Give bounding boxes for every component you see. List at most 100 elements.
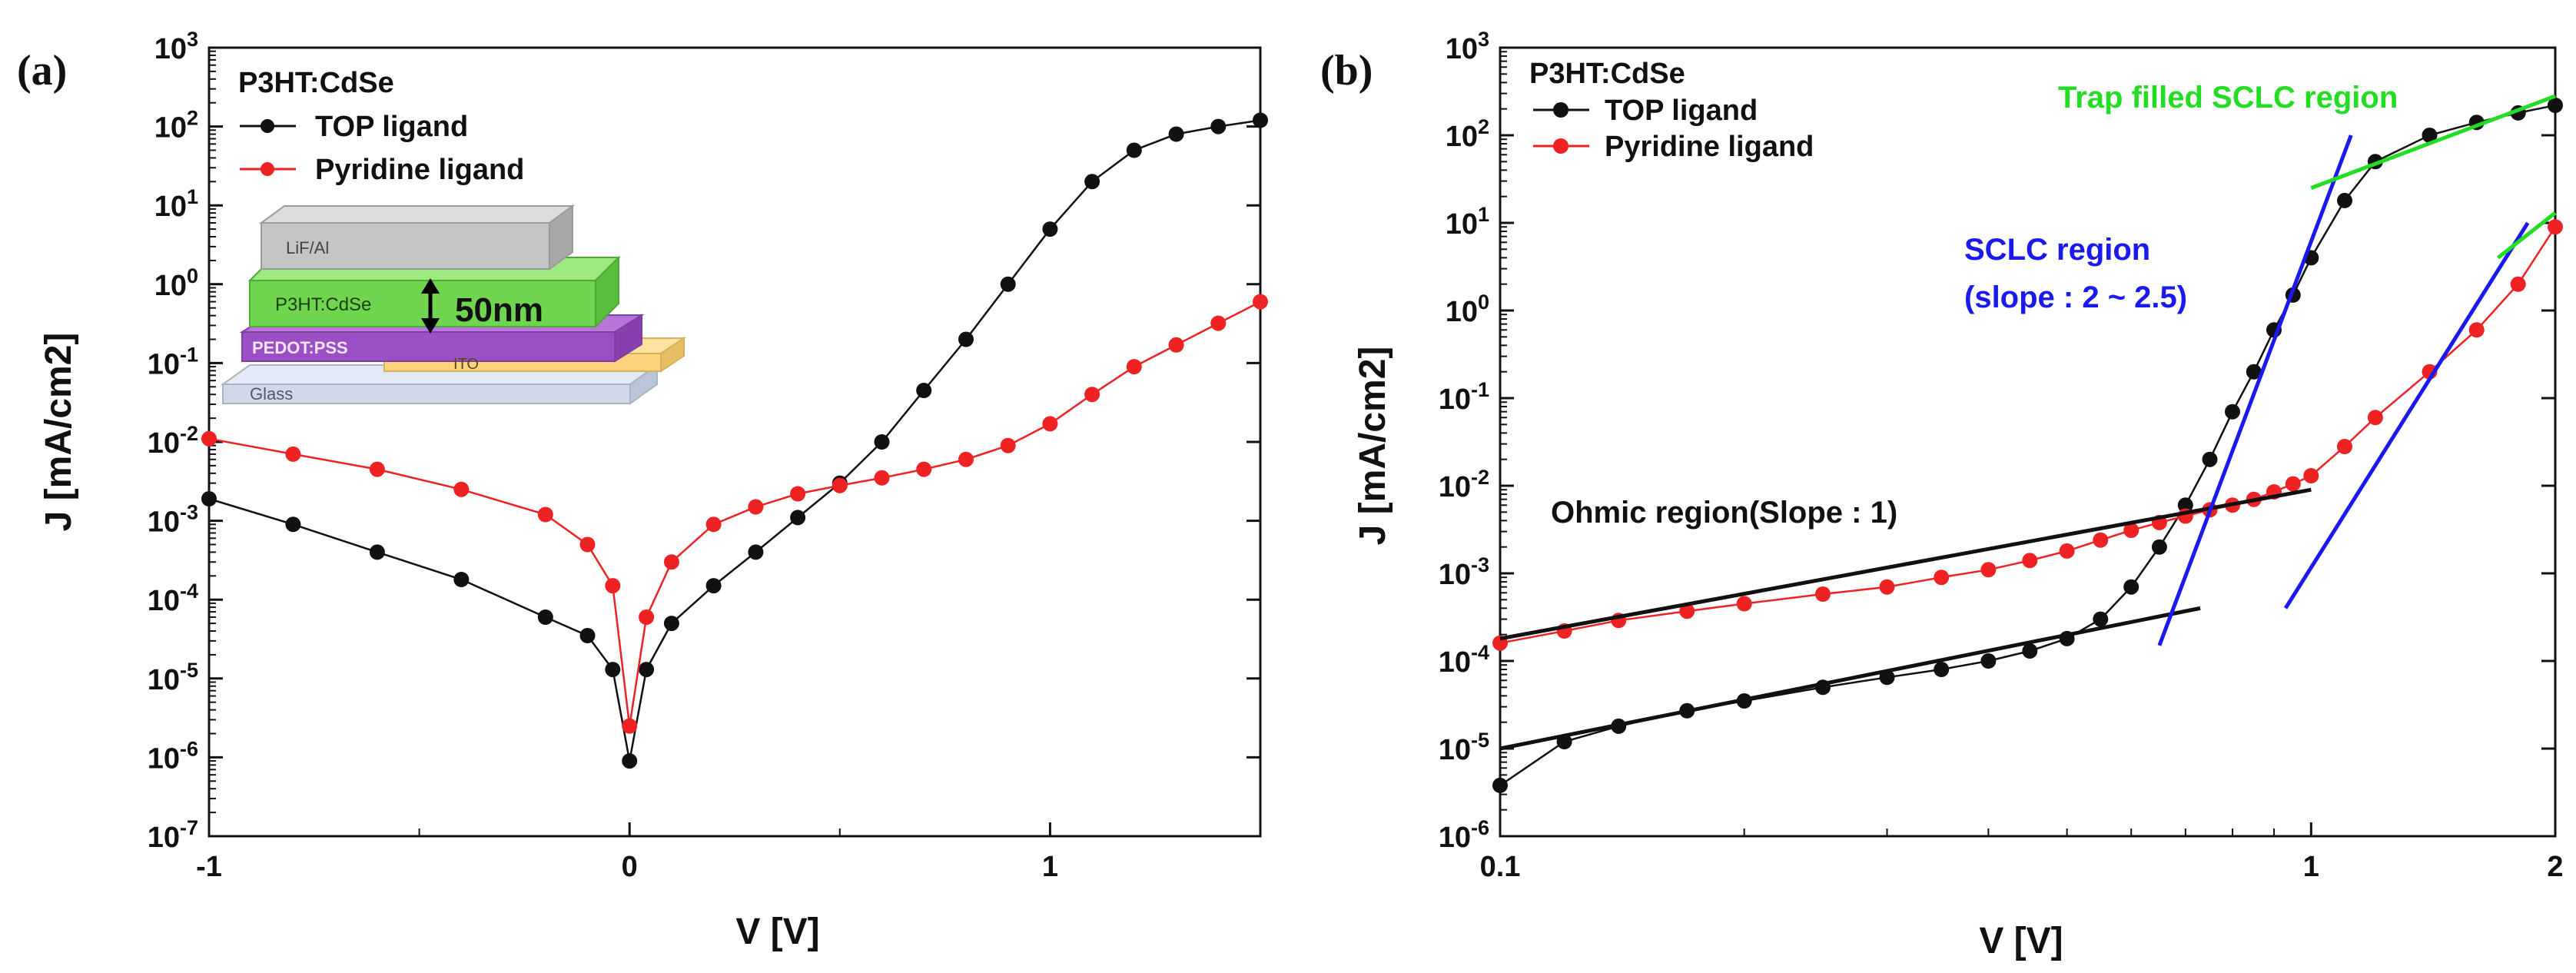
panel-b-series-0-point	[1492, 777, 1508, 793]
panel-b-series-0-point	[2123, 579, 2139, 595]
panel-a-series-0-point	[1253, 112, 1268, 128]
panel-b-fit-line	[2157, 134, 2353, 646]
panel-a-series-1-point	[874, 470, 890, 486]
panel-b-series-0-point	[2246, 364, 2262, 380]
device-structure-inset: LiF/Al P3HT:CdSe PEDOT:PSS ITO Glass 50n…	[220, 204, 687, 405]
panel-a-series-0-point	[369, 544, 385, 560]
panel-b-series-1-point	[2093, 532, 2109, 548]
panel-b-series-0-point	[2022, 643, 2038, 659]
panel-b-y-tick-label: 10-5	[1439, 729, 1489, 766]
panel-a-legend: P3HT:CdSe TOP ligand Pyridine ligand	[238, 67, 524, 186]
panel-a-series-0-point	[705, 578, 722, 594]
panel-b-series-1-point	[2367, 410, 2383, 426]
panel-a-y-tick-label: 101	[154, 185, 198, 223]
panel-a-series-0-point	[1000, 276, 1016, 292]
panel-a-series-0-point	[916, 383, 932, 398]
panel-a-series-1-point	[663, 554, 679, 570]
panel-a-series-1-point	[639, 609, 655, 625]
panel-b-series-1-point	[1980, 562, 1997, 578]
panel-a-label: (a)	[17, 47, 67, 95]
panel-a-series-1-point	[537, 506, 553, 523]
panel-a-series-0-point	[639, 662, 655, 678]
panel-a-series-0-point	[1084, 174, 1100, 190]
panel-b-series-1-point	[2123, 523, 2139, 538]
panel-a-y-tick-label: 10-1	[148, 343, 198, 380]
active-layer-side	[595, 255, 619, 329]
panel-a-y-tick-label: 10-3	[148, 501, 198, 539]
panel-a-series-1-point	[1253, 294, 1268, 310]
panel-b-fit-line	[1499, 606, 2201, 751]
thickness-arrow-down-icon	[421, 318, 440, 334]
panel-a-series-0-point	[1126, 142, 1142, 158]
panel-b-series-1-point	[1815, 586, 1831, 602]
panel-b-legend-title: P3HT:CdSe	[1529, 58, 1685, 90]
panel-a-series-0-point	[285, 516, 301, 533]
panel-b-x-tick-label: 0.1	[1480, 851, 1521, 883]
panel-a-series-1-point	[453, 481, 470, 497]
panel-b-series-0-point	[2151, 539, 2167, 555]
panel-b-label: (b)	[1320, 47, 1373, 95]
panel-a-y-axis-label: J [mA/cm2]	[38, 333, 79, 532]
panel-a-series-1-point	[1126, 359, 1142, 375]
panel-a-y-tick-label: 10-2	[148, 422, 198, 460]
panel-a-series-0-point	[1042, 221, 1058, 237]
panel-b-series-0-point	[2093, 611, 2109, 627]
panel-b-y-tick-label: 10-6	[1439, 816, 1489, 854]
panel-b-series-1-point	[2059, 543, 2075, 559]
panel-b-fit-line	[1499, 487, 2312, 641]
panel-b-y-tick-label: 100	[1446, 291, 1489, 328]
panel-a-series-0-point	[748, 544, 764, 560]
panel-a-x-tick-label: 0	[622, 851, 638, 883]
ito-layer-side	[660, 337, 685, 373]
ito-layer-label: ITO	[453, 356, 479, 373]
panel-a-series-0-point	[1168, 126, 1184, 142]
panel-b-fit-line	[2310, 94, 2556, 190]
panel-a-plot-area: 10-710-610-510-410-310-210-1100101102103…	[148, 28, 1268, 883]
panel-b-series-0-point	[2202, 451, 2218, 467]
panel-a-legend-title: P3HT:CdSe	[238, 67, 394, 99]
panel-b-y-tick-label: 10-3	[1439, 553, 1489, 591]
panel-b-series-1-point	[1736, 596, 1752, 612]
panel-b-plot-frame	[1499, 46, 2557, 838]
panel-b-series-0-point	[2548, 98, 2563, 113]
panel-b-series-1-point	[2303, 468, 2319, 483]
panel-a-series-1-point	[790, 486, 806, 502]
panel-b-y-tick-label: 103	[1446, 28, 1489, 65]
panel-a-series-0-point	[1210, 118, 1227, 134]
panel-a: (a) V [V] J [mA/cm2] 10-710-610-510-410-…	[17, 28, 1268, 952]
panel-a-series-1-point	[1042, 416, 1058, 432]
panel-a-x-tick-label: -1	[196, 851, 222, 883]
active-layer-label: P3HT:CdSe	[275, 294, 371, 315]
panel-b-series-1-point	[2548, 219, 2563, 235]
panel-a-legend-pyridine-marker	[261, 162, 274, 176]
panel-a-series-0-point	[201, 491, 217, 506]
panel-a-series-1-point	[832, 477, 848, 493]
electrode-layer-top	[258, 205, 576, 224]
panel-b-series-0-point	[2177, 497, 2193, 513]
panel-a-y-tick-label: 10-6	[148, 737, 198, 775]
panel-a-series-1-point	[958, 451, 974, 467]
panel-a-series-1-point	[605, 578, 621, 594]
panel-a-x-tick-label: 1	[1042, 851, 1058, 883]
panel-b-series-0-point	[1934, 662, 1950, 677]
panel-a-series-0-point	[579, 628, 596, 643]
panel-a-y-tick-label: 100	[154, 264, 198, 302]
pedot-layer-label: PEDOT:PSS	[252, 338, 348, 357]
panel-b-series-1-point	[2337, 439, 2352, 454]
panel-b-plot-area: 10-6 10-5 10-4 10-3 10-2 10-1 100 101 102 103 0.1 1…	[1439, 28, 2564, 883]
panel-a-series-1-point	[705, 516, 722, 533]
panel-a-series-1-point	[1168, 337, 1184, 353]
panel-b-legend-top-marker	[1553, 102, 1569, 118]
panel-a-y-tick-label: 10-7	[148, 816, 198, 854]
panel-a-series-1-point	[369, 461, 385, 477]
panel-a-series-0-point	[874, 434, 890, 450]
panel-a-series-0-point	[605, 662, 621, 678]
pedot-layer-side	[614, 314, 642, 363]
panel-b-series-0-point	[2337, 192, 2352, 208]
electrode-layer-label: LiF/Al	[286, 238, 329, 257]
sclc-slope-annotation: (slope : 2 ~ 2.5)	[1964, 281, 2187, 314]
panel-b-fit-line	[2496, 211, 2557, 260]
ohmic-region-annotation: Ohmic region(Slope : 1)	[1551, 496, 1897, 530]
panel-b: (b) V [V] J [mA/cm2] 10-610-510-410-310-…	[1320, 28, 2564, 961]
